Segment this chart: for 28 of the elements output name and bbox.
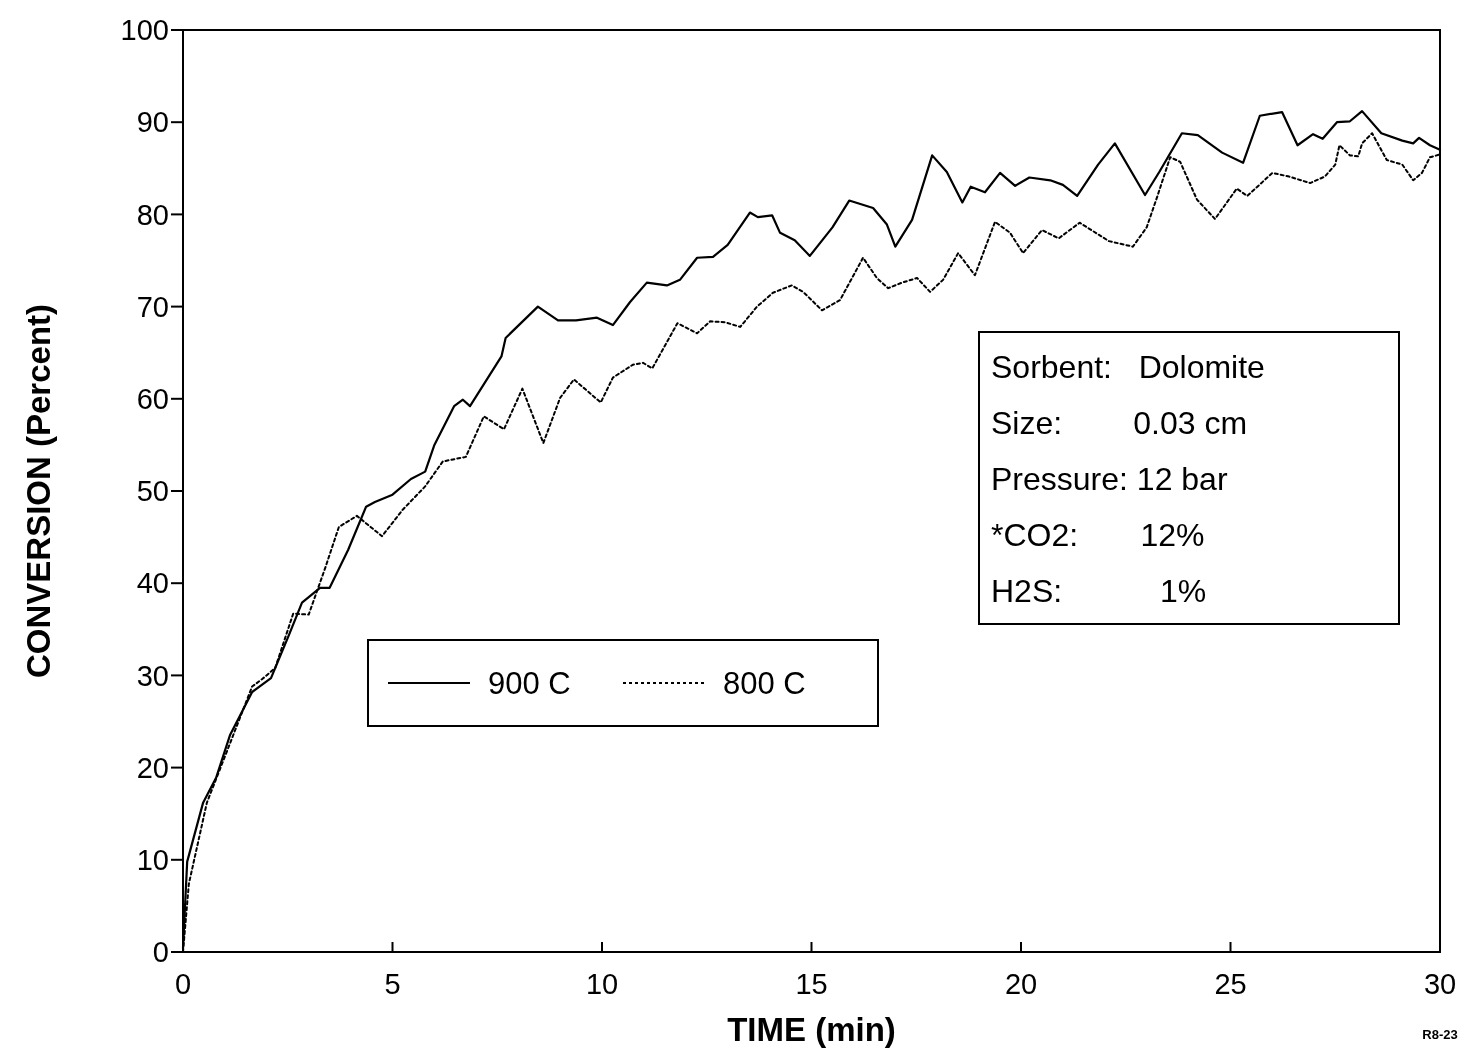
y-tick-label: 60 [136, 382, 169, 415]
x-tick-label: 15 [795, 968, 828, 1000]
x-tick-label: 20 [1004, 968, 1038, 1000]
annotation: Sorbent: Dolomite [991, 349, 1265, 385]
y-tick-label: 50 [136, 475, 169, 508]
text: R8-23 [1422, 1027, 1458, 1042]
y-tick-label: 100 [120, 14, 169, 47]
y-tick-label: 10 [136, 843, 169, 876]
y-tick-label: 90 [136, 106, 169, 139]
annotation: Size: 0.03 cm [991, 405, 1248, 441]
legend-label: 800 C [723, 665, 806, 701]
x-tick-label: 10 [585, 968, 619, 1000]
legend-label: 900 C [488, 665, 571, 701]
x-axis-title: TIME (min) [727, 1011, 896, 1048]
x-tick-label: 0 [174, 968, 192, 1000]
annotation: Pressure: 12 bar [991, 461, 1228, 497]
y-tick-label: 20 [136, 751, 169, 784]
y-tick-label: 70 [136, 290, 169, 323]
x-tick-label: 25 [1214, 968, 1247, 1000]
y-tick-label: 30 [136, 659, 169, 692]
x-tick-label: 30 [1423, 968, 1457, 1000]
x-tick-label: 5 [384, 968, 401, 1000]
annotation: *CO2: 12% [991, 517, 1205, 553]
annotation: H2S: 1% [991, 573, 1207, 609]
y-tick-label: 80 [136, 198, 169, 231]
y-tick-label: 40 [136, 567, 169, 600]
y-tick-label: 0 [152, 936, 169, 969]
y-axis-title: CONVERSION (Percent) [20, 303, 57, 679]
